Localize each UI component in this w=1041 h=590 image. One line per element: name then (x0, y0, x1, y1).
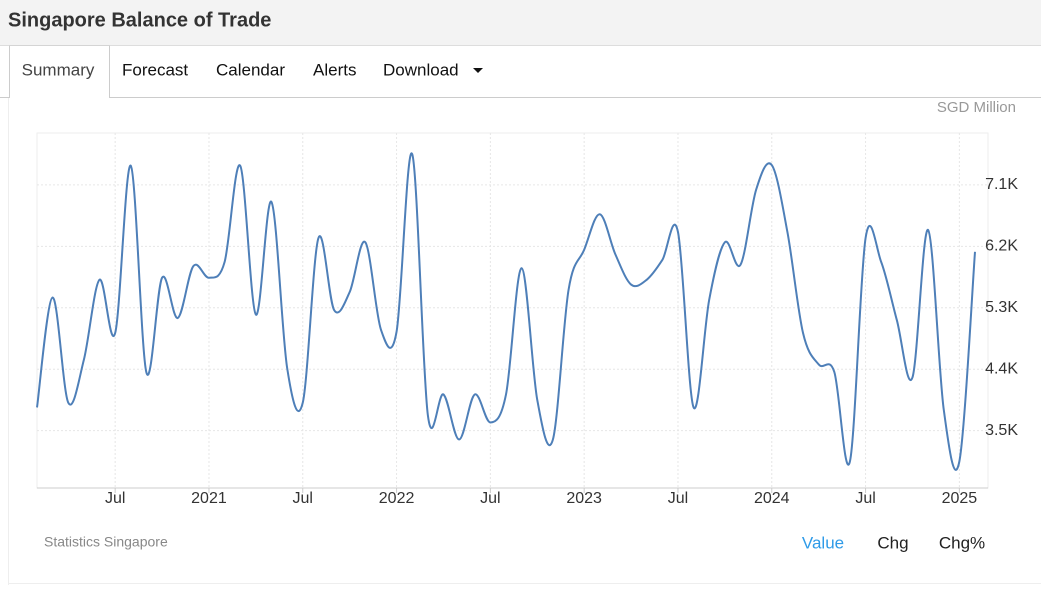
unit-label: SGD Million (937, 99, 1016, 116)
dropdown-caret (473, 68, 483, 73)
view-button[interactable]: Value (802, 533, 844, 552)
x-tick-label: 2023 (566, 490, 602, 507)
data-line (36, 152, 976, 471)
y-tick-label: 4.4K (985, 360, 1018, 377)
active-tab-bg (10, 46, 109, 98)
x-tick-label: Jul (105, 490, 125, 507)
y-tick-label: 6.2K (985, 238, 1018, 255)
x-tick-label: 2025 (942, 490, 978, 507)
y-tick-label: 5.3K (985, 299, 1018, 316)
view-button[interactable]: Chg (877, 533, 908, 552)
plot-frame (36, 132, 989, 489)
x-tick-label: Jul (855, 490, 875, 507)
plot: 3.5K 4.4K 5.3K 6.2K 7.1K Jul 2021 Jul 2022 Jul 202… (36, 132, 1018, 507)
x-tick-label: Jul (293, 490, 313, 507)
tab[interactable]: Forecast (122, 60, 188, 79)
x-tick-label: Jul (668, 490, 688, 507)
x-tick-label: Jul (480, 490, 500, 507)
tab[interactable]: Alerts (313, 60, 356, 79)
y-tick-label: 3.5K (985, 422, 1018, 439)
source: Statistics Singapore (44, 534, 168, 550)
tab[interactable]: Download (383, 60, 459, 79)
y-tick-label: 7.1K (985, 176, 1018, 193)
tab[interactable]: Summary (22, 60, 95, 79)
x-tick-label: 2024 (754, 490, 790, 507)
header-bar (0, 0, 1041, 45)
page-title: Singapore Balance of Trade (8, 9, 271, 31)
tab[interactable]: Calendar (216, 60, 285, 79)
view-button[interactable]: Chg% (939, 533, 985, 552)
x-tick-label: 2021 (191, 490, 227, 507)
x-tick-label: 2022 (379, 490, 415, 507)
